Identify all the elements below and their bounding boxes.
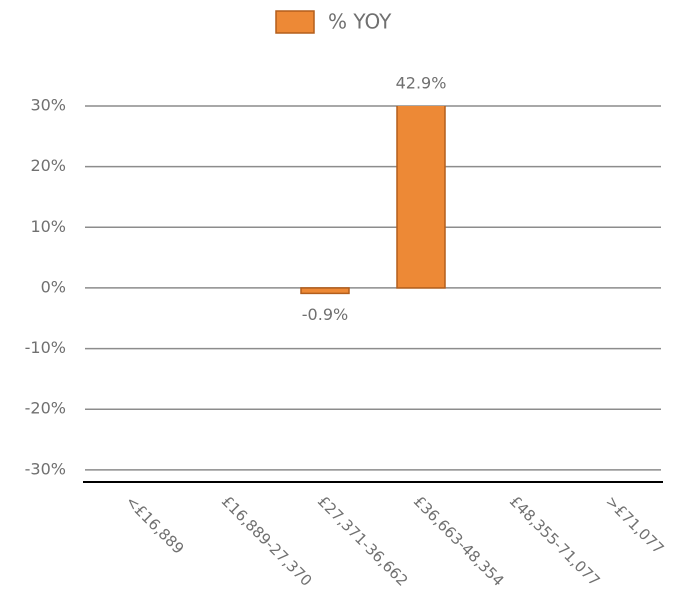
- bar: [396, 106, 446, 289]
- y-tick-label: -20%: [25, 399, 66, 418]
- y-tick-label: -30%: [25, 459, 66, 478]
- y-tick-label: 0%: [41, 277, 66, 296]
- x-tick-label: £27,371-36,662: [314, 492, 412, 590]
- legend-swatch: [275, 10, 315, 34]
- y-tick-label: 20%: [30, 156, 66, 175]
- x-tick-label: £48,355-71,077: [506, 492, 604, 590]
- value-label: 42.9%: [396, 74, 447, 93]
- value-label: -0.9%: [302, 305, 348, 324]
- y-tick-label: 30%: [30, 96, 66, 115]
- x-tick-label: >£71,077: [602, 492, 667, 557]
- y-tick-label: 10%: [30, 217, 66, 236]
- x-tick-label: £36,663-48,354: [410, 492, 508, 590]
- x-tick-label: £16,889-27,370: [218, 492, 316, 590]
- legend-label: % YOY: [328, 10, 392, 34]
- y-tick-label: -10%: [25, 338, 66, 357]
- x-tick-label: <£16,889: [122, 492, 187, 557]
- bar: [300, 287, 350, 295]
